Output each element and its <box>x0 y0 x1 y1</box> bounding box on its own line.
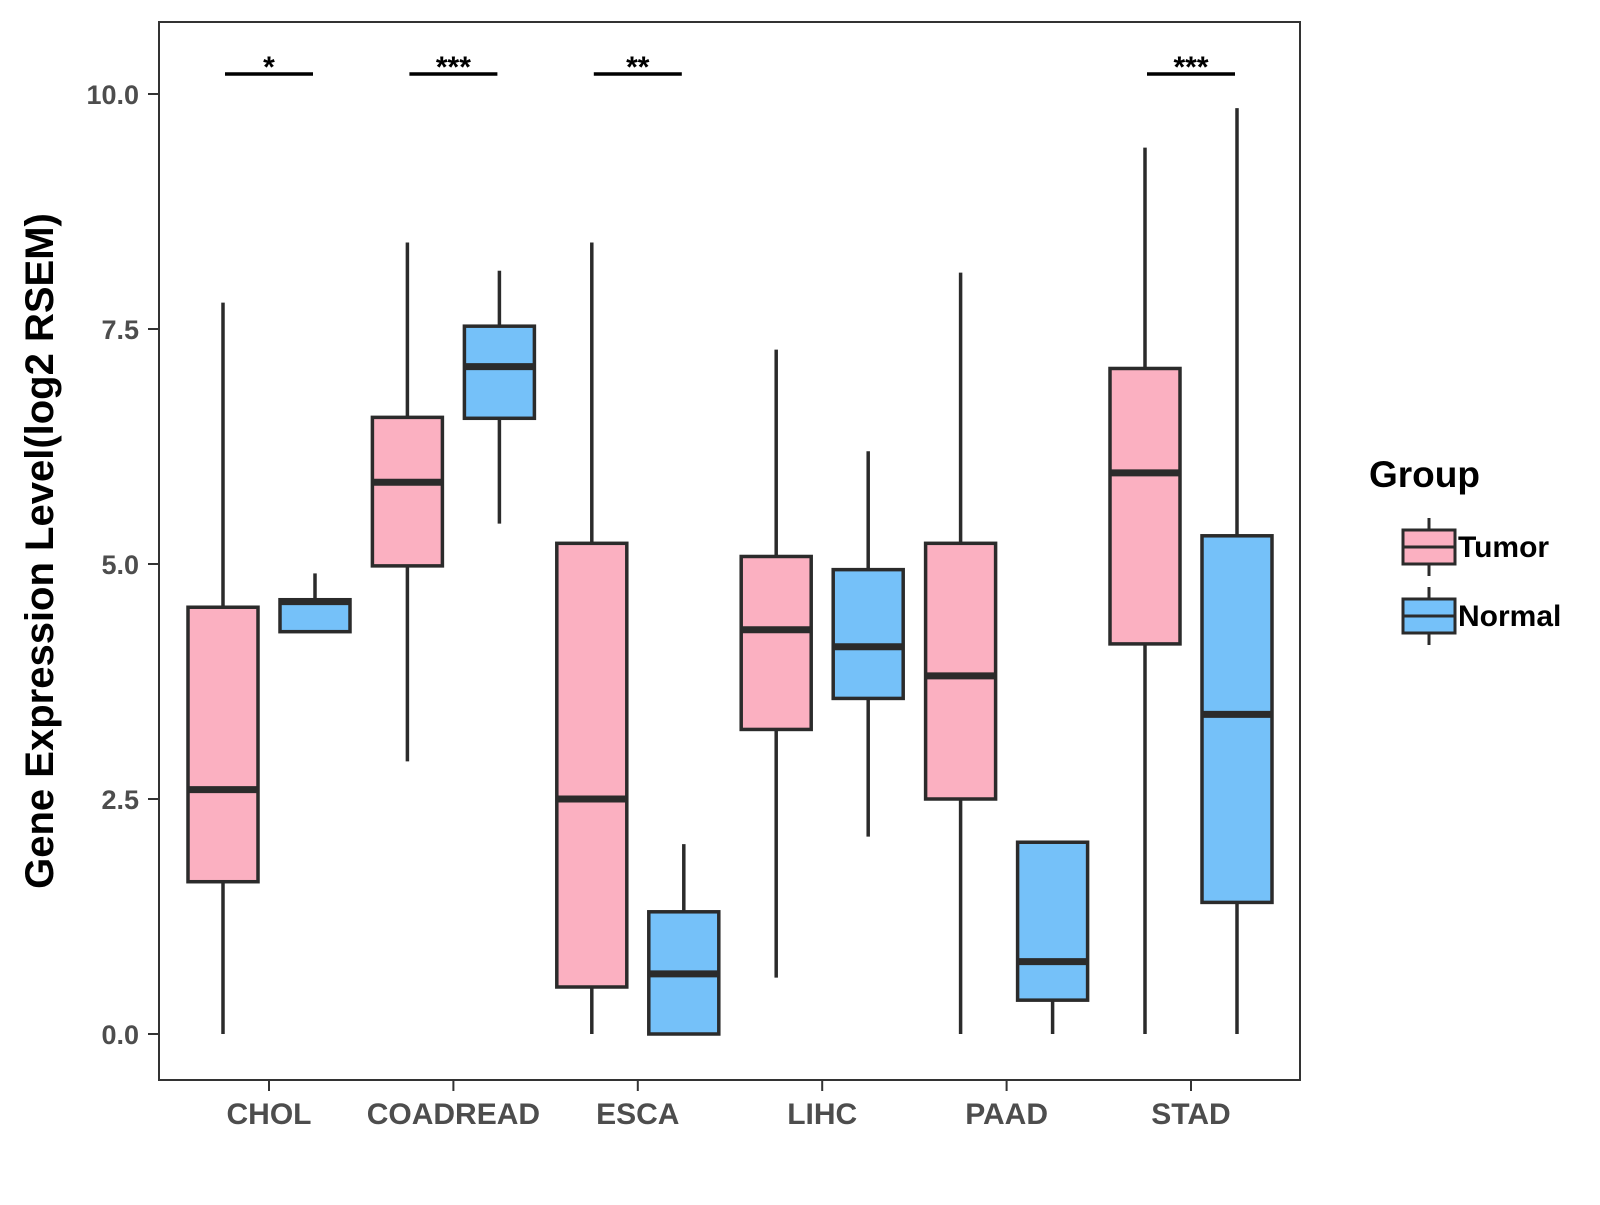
x-tick-label: STAD <box>1151 1098 1230 1131</box>
box-body <box>555 541 629 989</box>
y-tick-label: 7.5 <box>101 315 139 345</box>
x-tick-label: LIHC <box>787 1098 857 1131</box>
y-axis: 0.0 2.5 5.0 7.5 10.0 <box>86 80 159 1050</box>
box-tumor-paad <box>923 272 998 1034</box>
box-normal-lihc <box>831 451 905 837</box>
y-tick-label: 5.0 <box>101 550 139 580</box>
box-body <box>831 567 905 701</box>
x-tick-label: COADREAD <box>367 1098 540 1131</box>
box-tumor-lihc <box>739 349 813 978</box>
legend-key-tumor <box>1401 518 1457 576</box>
y-tick-label: 10.0 <box>86 80 139 110</box>
x-axis: CHOL COADREAD ESCA LIHC PAAD STAD <box>227 1080 1231 1131</box>
y-axis-title: Gene Expression Level(log2 RSEM) <box>18 213 62 889</box>
x-tick-label: ESCA <box>596 1098 679 1131</box>
box-normal-esca <box>647 844 721 1036</box>
box-normal-paad <box>1015 840 1090 1034</box>
box-body <box>739 554 813 732</box>
box-tumor-chol <box>186 302 260 1034</box>
box-normal-coadread <box>462 270 537 524</box>
box-body <box>370 415 445 568</box>
y-tick-label: 0.0 <box>101 1020 139 1050</box>
legend: Group Tumor Normal <box>1369 454 1561 645</box>
box-normal-chol <box>278 573 352 634</box>
legend-key-normal <box>1401 587 1457 645</box>
significance-layer: * *** ** *** <box>225 51 1235 84</box>
box-body <box>923 541 998 801</box>
box-tumor-stad <box>1108 147 1182 1034</box>
significance-label: * <box>263 51 275 84</box>
legend-label: Tumor <box>1458 531 1549 564</box>
legend-title: Group <box>1369 454 1480 495</box>
y-tick-label: 2.5 <box>101 785 139 815</box>
significance-label: ** <box>626 51 650 84</box>
box-normal-stad <box>1200 108 1274 1034</box>
box-body <box>1200 534 1274 905</box>
x-tick-label: PAAD <box>965 1098 1048 1131</box>
box-body <box>1108 366 1182 646</box>
legend-label: Normal <box>1458 600 1561 633</box>
box-body <box>186 605 260 884</box>
box-layer <box>186 108 1274 1036</box>
x-tick-label: CHOL <box>227 1098 312 1131</box>
significance-label: *** <box>1173 51 1208 84</box>
box-tumor-esca <box>555 242 629 1034</box>
significance-label: *** <box>436 51 471 84</box>
box-body <box>1015 840 1090 1002</box>
box-body <box>462 324 537 421</box>
box-tumor-coadread <box>370 242 445 762</box>
